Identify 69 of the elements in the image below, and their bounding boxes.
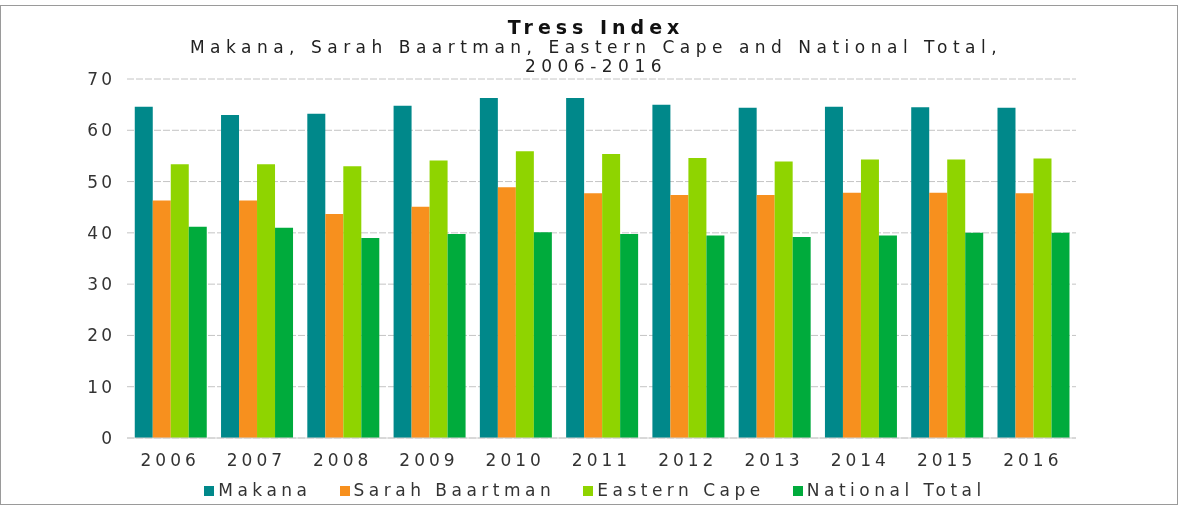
bar <box>515 151 534 438</box>
bar <box>170 164 189 438</box>
x-tick-label: 2006 <box>140 450 200 471</box>
bar <box>533 232 552 438</box>
bar <box>257 164 276 438</box>
bar <box>706 235 725 438</box>
bar <box>911 107 930 438</box>
bar <box>361 237 380 438</box>
bar <box>1051 232 1070 438</box>
bar <box>239 200 258 438</box>
legend-label: Makana <box>218 480 312 500</box>
x-tick-label: 2016 <box>1003 450 1063 471</box>
bar <box>929 192 948 438</box>
chart-title: Tress Index <box>506 16 686 38</box>
bar <box>1015 193 1034 438</box>
legend-label: Sarah Baartman <box>353 480 556 500</box>
bar <box>584 193 603 438</box>
y-tick-label: 30 <box>87 274 115 295</box>
bar <box>792 236 811 438</box>
bar <box>947 159 966 438</box>
bar <box>997 107 1016 438</box>
bar <box>670 194 689 438</box>
y-tick-label: 60 <box>87 120 115 141</box>
x-tick-label: 2008 <box>313 450 373 471</box>
bar <box>134 106 153 438</box>
bar <box>447 233 466 438</box>
y-tick-label: 40 <box>87 222 115 243</box>
chart-subtitle: Makana, Sarah Baartman, Eastern Cape and National Total, 2006-2016 <box>188 37 1004 76</box>
legend-label: National Total <box>806 480 986 500</box>
y-tick-label: 50 <box>87 171 115 192</box>
bar <box>188 226 207 438</box>
x-tick-label: 2011 <box>571 450 632 471</box>
bar <box>860 159 879 438</box>
x-tick-label: 2012 <box>658 450 718 471</box>
y-tick-label: 20 <box>87 325 115 346</box>
y-tick-label: 10 <box>87 376 115 397</box>
x-tick-label: 2010 <box>485 450 545 471</box>
bar <box>393 105 412 438</box>
bar <box>307 113 326 438</box>
bar <box>756 194 775 438</box>
bar <box>497 187 516 438</box>
bar <box>325 213 344 438</box>
bar <box>221 114 240 438</box>
y-tick-label: 70 <box>87 69 115 90</box>
bar <box>411 206 430 438</box>
bar <box>343 166 362 438</box>
bar <box>842 192 861 438</box>
x-tick-label: 2015 <box>916 450 977 471</box>
bar <box>652 104 671 438</box>
bar <box>688 157 707 438</box>
bar <box>602 153 621 438</box>
bar <box>1033 158 1052 438</box>
bar <box>429 160 448 438</box>
bar <box>738 107 757 438</box>
bar <box>566 97 585 438</box>
x-tick-label: 2009 <box>399 450 459 471</box>
x-tick-label: 2014 <box>830 450 890 471</box>
bar <box>479 97 498 438</box>
bar <box>965 232 984 438</box>
bar <box>275 227 294 438</box>
y-tick-label: 0 <box>101 428 115 449</box>
bar <box>152 200 171 438</box>
bar <box>774 161 793 438</box>
bar <box>824 106 843 438</box>
legend-label: Eastern Cape <box>597 480 765 500</box>
bar <box>620 233 639 438</box>
bar <box>878 235 897 438</box>
x-tick-label: 2007 <box>226 450 287 471</box>
x-tick-label: 2013 <box>744 450 804 471</box>
